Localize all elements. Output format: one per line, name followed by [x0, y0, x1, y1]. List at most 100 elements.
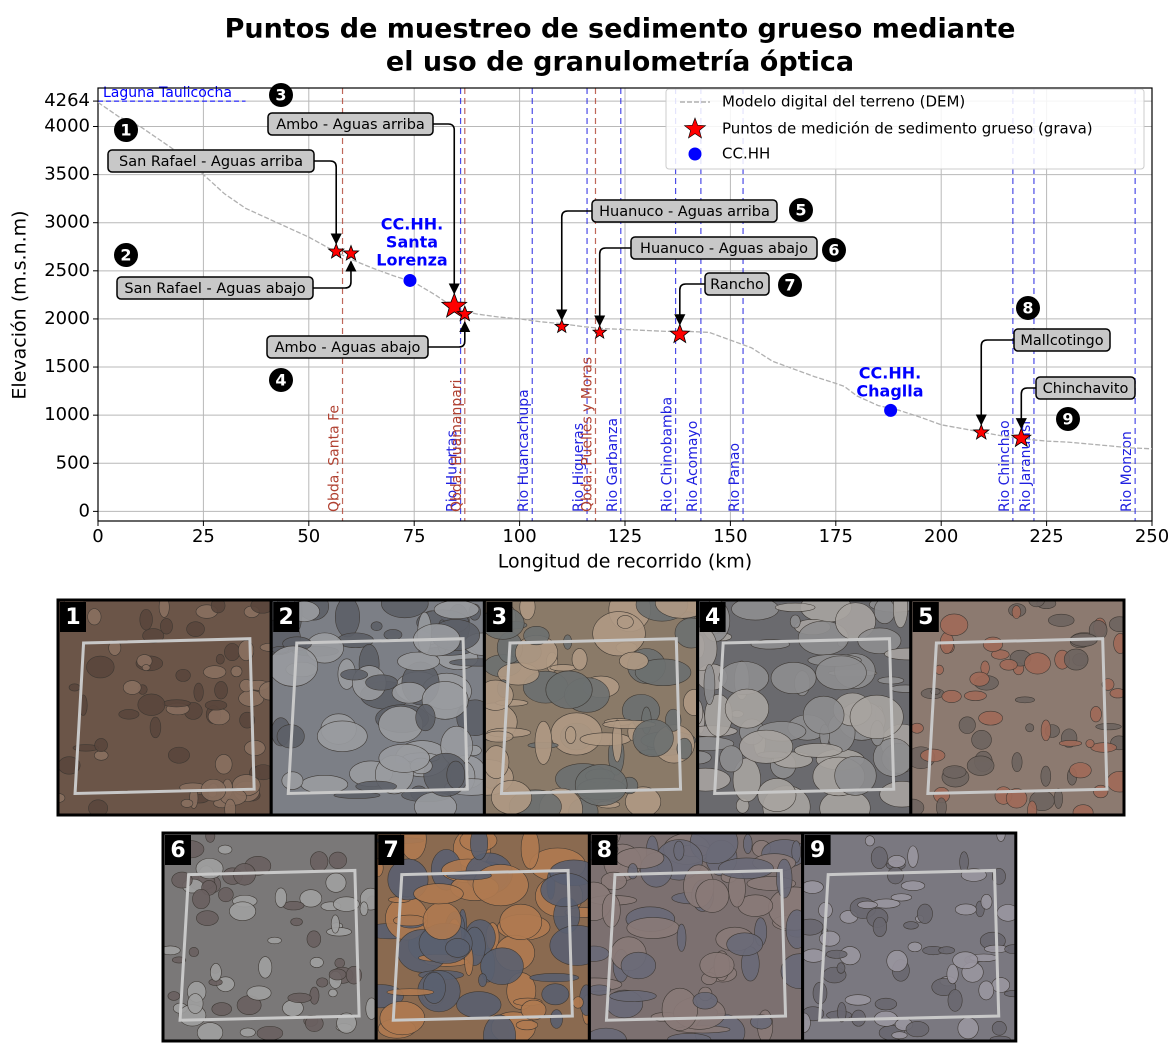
pebble — [1024, 652, 1051, 675]
pebble — [920, 748, 946, 763]
pebble — [1027, 800, 1038, 815]
pebble — [310, 851, 329, 872]
sample-point — [669, 323, 691, 344]
y-tick-label: 3500 — [44, 164, 90, 185]
pebble — [267, 936, 282, 945]
pebble — [802, 948, 826, 963]
pebble — [334, 600, 360, 638]
stream-label: Rio Acomayo — [685, 421, 701, 512]
pebble — [978, 710, 1003, 726]
pebble — [609, 990, 657, 1002]
y-tick-label: 1500 — [44, 356, 90, 377]
quadrat-frame — [286, 637, 469, 796]
stream-label: Rio Chinobamba — [660, 397, 676, 512]
pebble — [844, 994, 872, 1006]
pebble — [205, 833, 216, 843]
pebble — [834, 755, 877, 796]
number-badge — [114, 118, 138, 142]
number-badge — [1016, 296, 1040, 320]
pebble — [325, 872, 347, 893]
pebble — [1109, 616, 1124, 632]
x-tick-label: 125 — [608, 526, 642, 547]
pebble — [907, 941, 923, 953]
pebble — [217, 844, 233, 855]
pebble — [1003, 990, 1016, 998]
pebble — [529, 973, 580, 983]
sample-photo: 9 — [801, 831, 1018, 1043]
pebble — [499, 903, 543, 940]
pebble — [330, 914, 340, 934]
pebble — [750, 1014, 773, 1030]
pebble — [1048, 613, 1075, 627]
sample-photo: 4 — [696, 598, 913, 817]
y-tick-label: 1000 — [44, 404, 90, 425]
pebble — [837, 1002, 847, 1023]
number-badge — [114, 243, 138, 267]
pebble — [94, 738, 108, 753]
photo-border — [801, 831, 1018, 1043]
pebble — [336, 1012, 357, 1034]
pebble — [674, 617, 698, 649]
pebble — [1058, 739, 1083, 747]
pebble — [328, 968, 347, 981]
pebble — [774, 602, 816, 612]
annotation-label: Huanuco - Aguas abajo — [640, 241, 808, 257]
pebble — [520, 999, 547, 1021]
pebble — [964, 690, 987, 701]
x-tick-label: 50 — [297, 526, 320, 547]
photo-number-bg — [60, 602, 86, 632]
pebble — [780, 953, 803, 989]
pebble — [654, 600, 698, 619]
pebble — [718, 857, 774, 880]
pebble — [1106, 771, 1124, 793]
quadrat-frame — [73, 637, 256, 796]
annotation-box — [107, 149, 315, 173]
sample-photo: 7 — [374, 831, 591, 1043]
pebble — [802, 918, 824, 936]
pebble — [210, 600, 226, 614]
pebble — [470, 833, 489, 861]
pebble — [446, 760, 465, 789]
sample-photo: 3 — [482, 598, 700, 817]
annotation-arrow — [975, 339, 1014, 426]
pebble — [661, 987, 698, 1031]
pebble — [999, 659, 1018, 671]
pebble — [802, 880, 824, 894]
stream-label: Qbda. Huamanpari — [449, 380, 465, 512]
x-tick-label: 0 — [92, 526, 103, 547]
pebble — [480, 947, 524, 985]
pebble — [574, 764, 628, 806]
annotation-box — [266, 335, 429, 359]
pebble — [230, 665, 243, 678]
x-axis-label: Longitud de recorrido (km) — [498, 551, 752, 573]
pebble — [160, 618, 173, 635]
sample-point — [456, 304, 474, 322]
pebble — [515, 1019, 539, 1031]
pebble — [186, 621, 205, 637]
number-label: 5 — [795, 201, 806, 220]
pebble — [523, 626, 550, 646]
annotation-arrow — [556, 210, 592, 321]
pebble — [192, 889, 211, 910]
sample-point — [327, 242, 345, 259]
y-tick-label: 4264 — [44, 90, 90, 111]
legend-swatch — [683, 117, 707, 139]
pebble — [545, 670, 593, 709]
plot-frame — [97, 87, 1153, 522]
pebble — [214, 681, 228, 700]
pebble — [980, 894, 993, 910]
photo-border — [909, 598, 1126, 817]
photo-number: 1 — [65, 605, 80, 630]
quadrat-frame — [713, 637, 896, 796]
sample-point — [1010, 427, 1032, 448]
pebble — [1085, 739, 1095, 748]
annotation-box — [591, 199, 778, 223]
x-tick-label: 250 — [1135, 526, 1169, 547]
pebble — [250, 600, 272, 614]
pebble — [910, 722, 924, 734]
community-label: CC.HH. — [381, 215, 443, 234]
photo-number: 3 — [492, 605, 507, 630]
pebble — [887, 866, 904, 885]
number-badge — [269, 368, 293, 392]
pebble — [676, 923, 687, 952]
